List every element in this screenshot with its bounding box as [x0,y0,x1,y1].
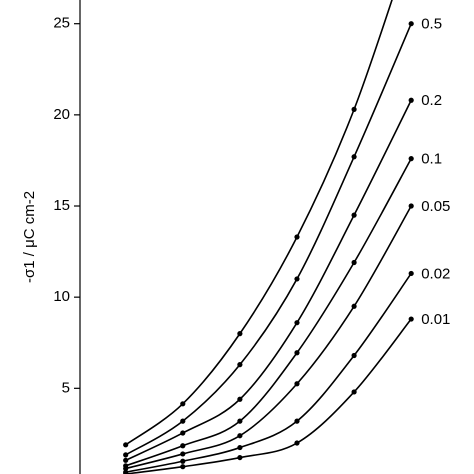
series-line [125,0,393,446]
data-point [237,433,243,439]
series-label: 0.2 [421,92,442,109]
data-point [408,203,414,209]
plot-area [123,0,414,474]
y-axis-label: -σ1 / μC cm-2 [21,191,38,283]
y-tick-label: 5 [62,379,70,396]
data-point [237,418,243,424]
data-point [123,465,129,472]
data-point [294,350,300,356]
data-point [294,440,300,446]
series-label: 0.02 [421,265,450,282]
data-point [294,381,300,387]
data-point [351,259,357,266]
data-point [180,401,186,407]
data-point [351,303,357,309]
data-point [294,276,300,282]
data-point [180,451,186,457]
data-point [294,234,300,240]
data-point [351,106,357,112]
data-point [180,443,186,449]
data-point [237,454,243,461]
series-line [125,99,412,462]
data-point [180,430,186,436]
data-point [180,458,186,464]
data-point [351,352,357,359]
data-point [408,156,414,162]
series-line [125,158,412,467]
series-line [125,273,412,473]
data-point [351,389,357,395]
data-point [123,471,129,474]
data-point [294,418,300,424]
data-point [408,97,414,103]
y-tick-label: 25 [53,15,70,32]
series-label: 0.05 [421,198,450,215]
data-point [294,320,300,326]
data-point [123,457,129,463]
data-point [237,362,243,368]
data-point [408,270,414,277]
data-point [180,418,186,424]
data-point [351,212,357,218]
data-point [237,396,243,402]
series-label: 0.5 [421,16,442,33]
data-point [180,464,186,470]
data-point [408,21,414,27]
series-label: 0.1 [421,151,442,168]
data-point [123,442,129,448]
data-point [123,452,129,458]
y-tick-label: 20 [53,106,70,123]
data-point [237,331,243,337]
y-tick-label: 15 [53,197,70,214]
series-label: 0.01 [421,311,450,328]
data-point [351,154,357,160]
y-tick-label: 10 [53,288,70,305]
data-point [408,316,414,322]
data-point [237,444,243,451]
